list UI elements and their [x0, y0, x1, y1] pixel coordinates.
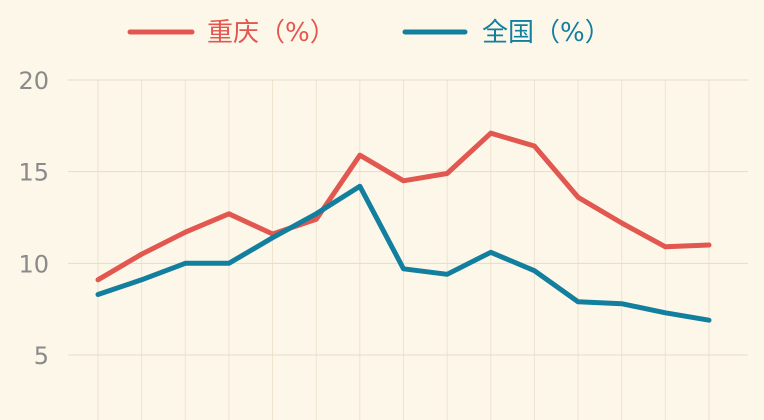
legend-label-chongqing: 重庆（%）	[207, 18, 336, 48]
y-tick-label: 15	[18, 159, 49, 187]
legend-label-national: 全国（%）	[482, 18, 611, 48]
y-tick-label: 10	[18, 250, 49, 278]
series-line-chongqing	[95, 130, 712, 283]
legend: 重庆（%） 全国（%）	[127, 18, 611, 48]
series-line-national	[95, 183, 712, 323]
y-tick-label: 5	[34, 342, 49, 370]
grid-lines	[68, 79, 748, 420]
series-lines	[95, 130, 712, 323]
y-axis-ticks: 20 15 10 5	[18, 67, 49, 370]
y-tick-label: 20	[18, 67, 49, 95]
